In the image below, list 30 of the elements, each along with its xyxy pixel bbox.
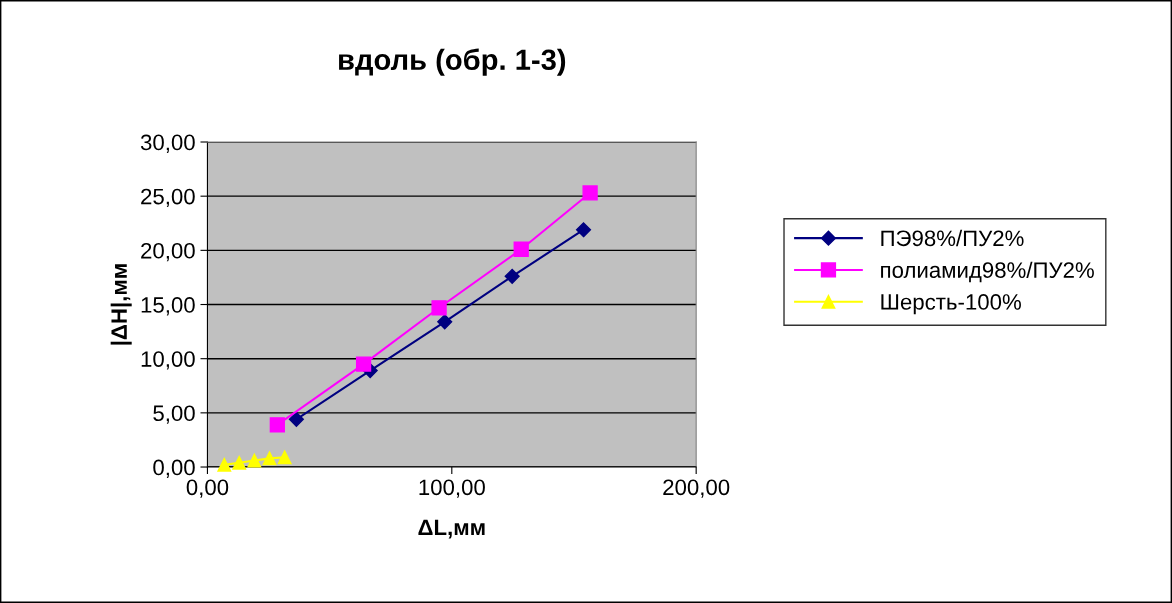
y-tick-label: 15,00: [141, 297, 195, 316]
point: [513, 241, 529, 257]
y-tick-label: 20,00: [141, 242, 195, 262]
point: [437, 314, 453, 330]
x-tick-label: 200,00: [663, 479, 730, 498]
y-tick-label: 25,00: [141, 188, 195, 208]
point: [262, 451, 277, 466]
point: [355, 356, 372, 372]
point: [504, 268, 520, 284]
point: [431, 300, 447, 316]
point: [269, 417, 285, 433]
y-tick-label: 30,00: [140, 134, 195, 153]
x-tick-label: 100,00: [419, 479, 485, 498]
y-tick-label: 5,00: [153, 405, 195, 424]
point: [575, 222, 592, 238]
point: [217, 457, 232, 472]
chart-title: вдоль (обр. 1-3): [339, 48, 566, 76]
x-tick-label: 0,00: [186, 479, 229, 498]
point: [277, 450, 292, 465]
x-axis-title: ΔL,мм: [418, 519, 485, 539]
point: [582, 185, 598, 201]
point: [232, 455, 247, 470]
legend-label: Шерсть-100%: [881, 294, 1021, 315]
legend-label: ПЭ98%/ПУ2%: [881, 229, 1024, 247]
legend-label: полиамид98%/ПУ2%: [881, 261, 1094, 283]
y-tick-label: 10,00: [141, 351, 195, 370]
point: [247, 453, 262, 468]
y-axis-title: |ΔH|,мм: [110, 264, 132, 345]
y-tick-label: 0,00: [153, 459, 195, 478]
point: [288, 411, 304, 427]
